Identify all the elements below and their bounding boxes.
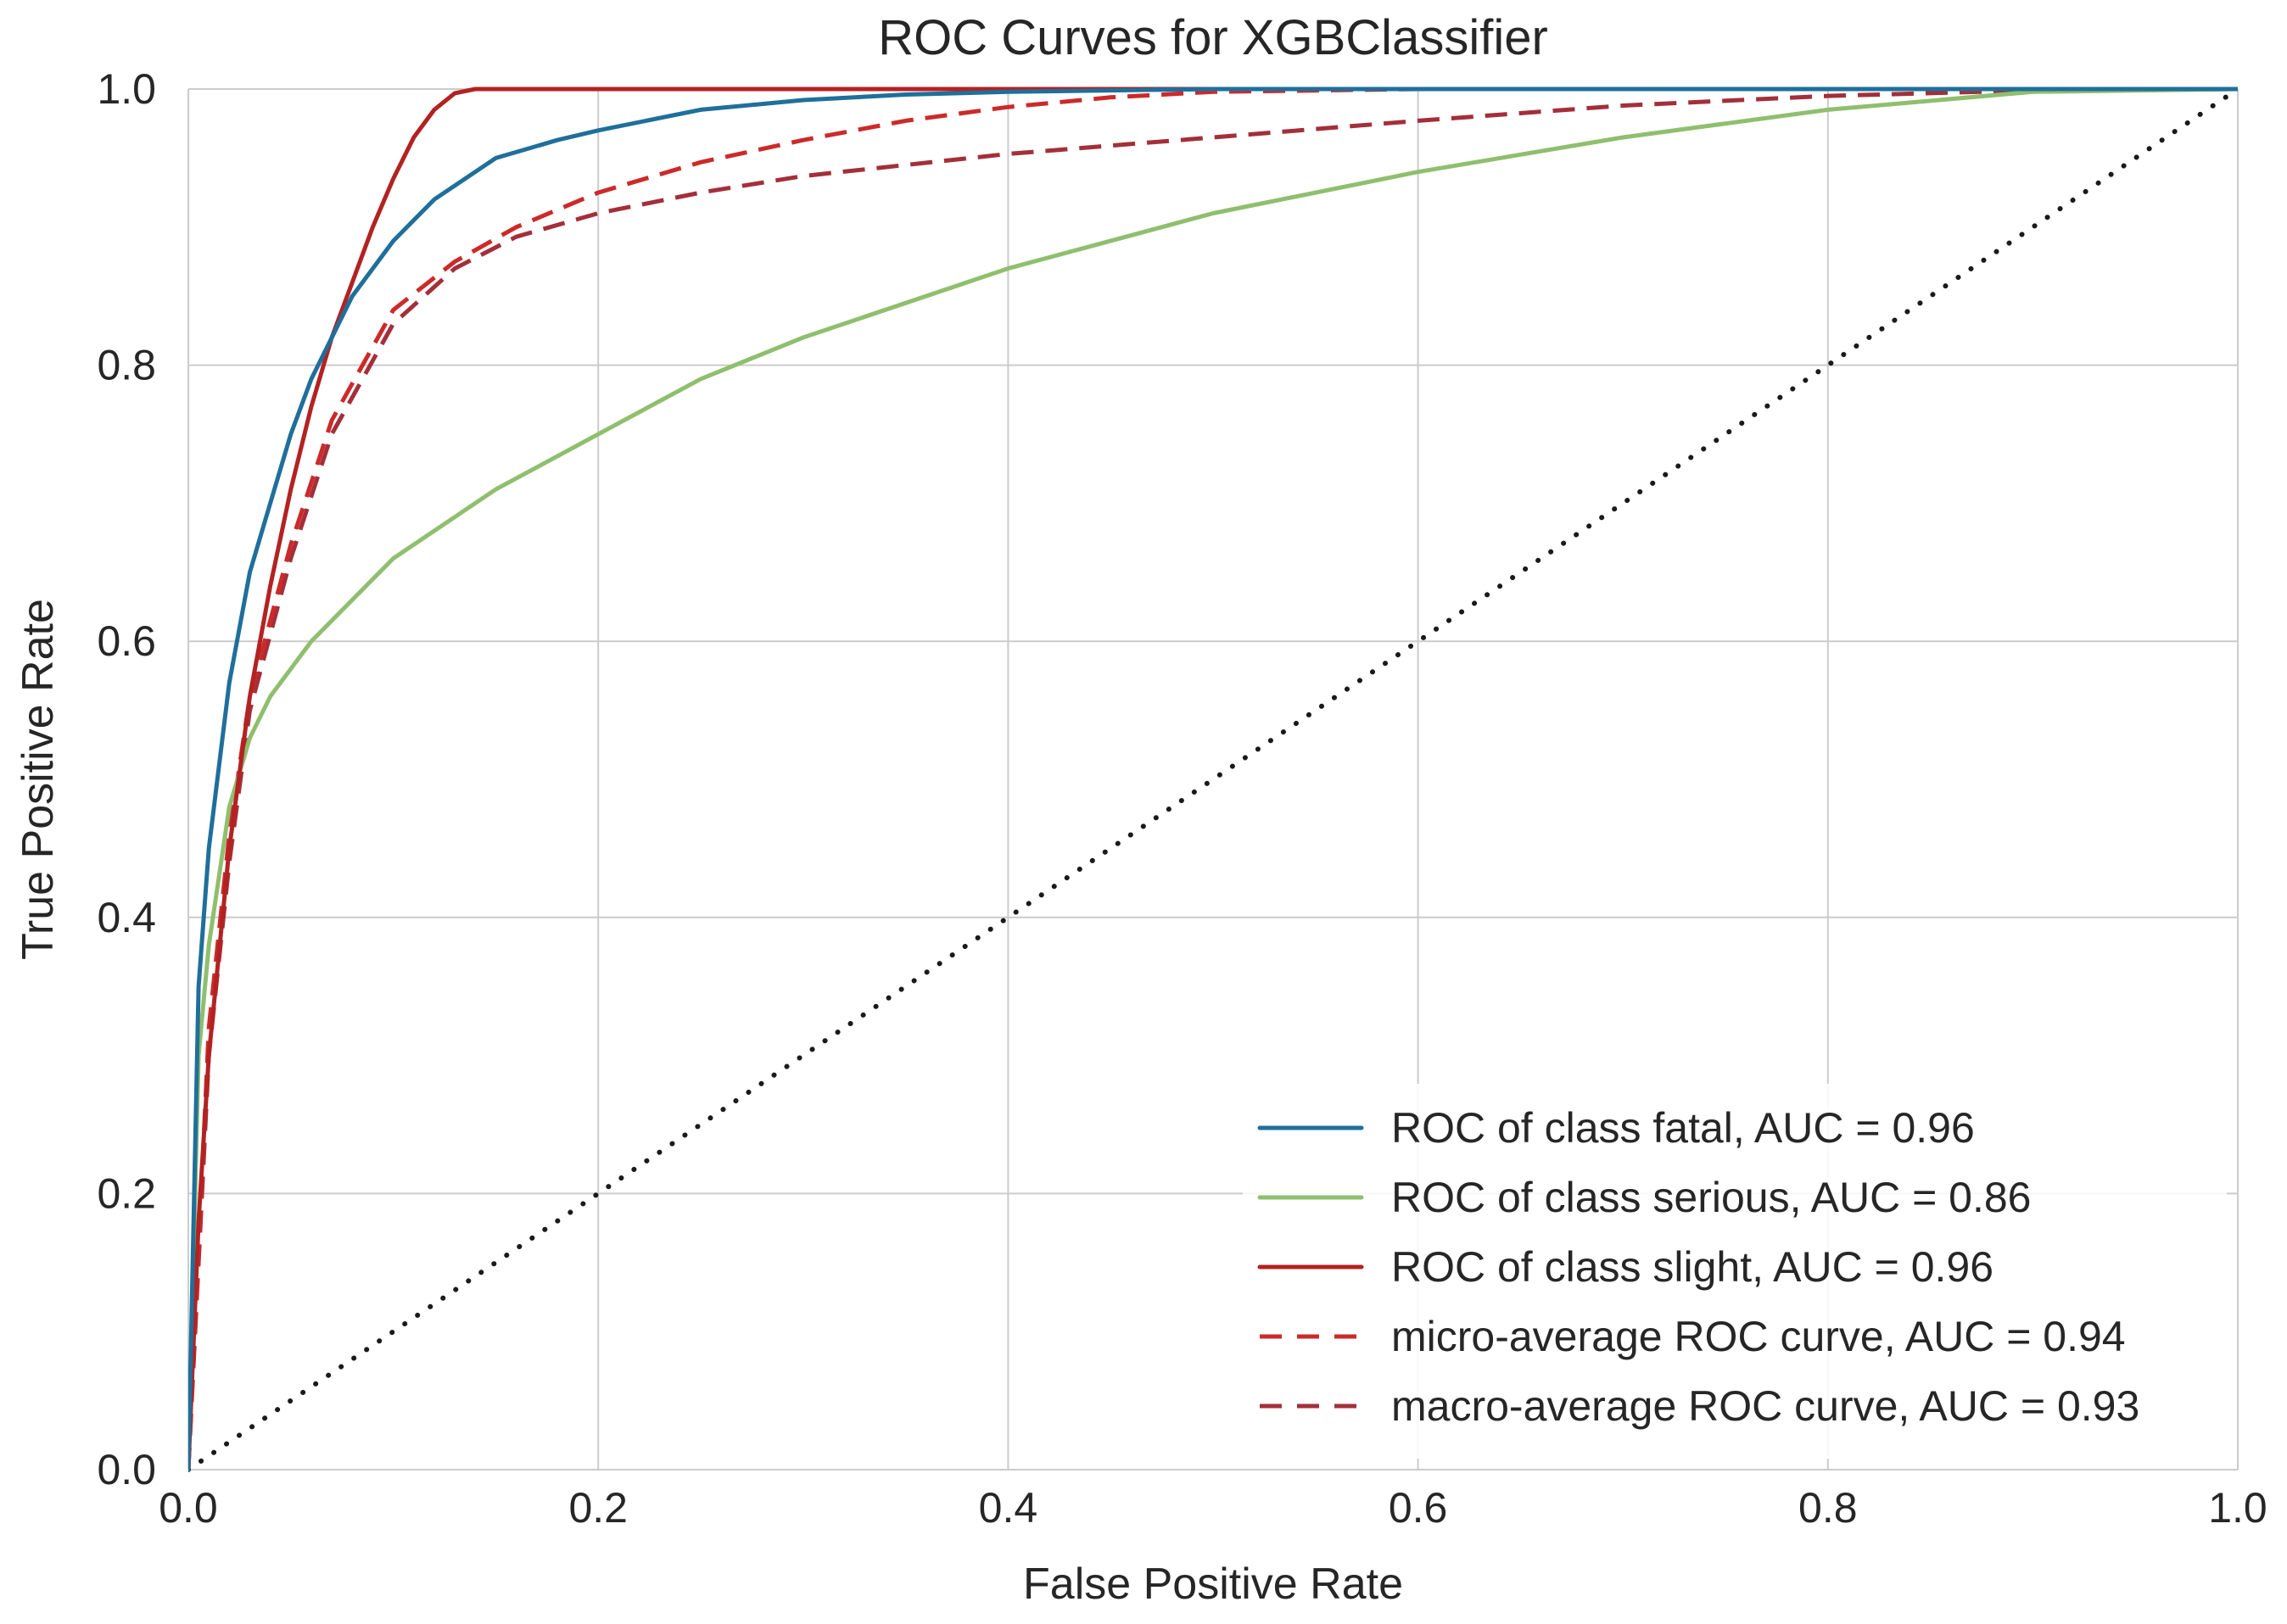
x-tick-labels: 0.0 0.2 0.4 0.6 0.8 1.0 bbox=[159, 1484, 2267, 1532]
series-line-slight bbox=[188, 87, 2238, 1472]
x-axis-label: False Positive Rate bbox=[1023, 1560, 1403, 1609]
x-tick-label: 0.2 bbox=[568, 1484, 628, 1532]
legend-label: micro-average ROC curve, AUC = 0.94 bbox=[1391, 1313, 2126, 1360]
legend-box bbox=[1243, 1084, 2227, 1459]
legend: ROC of class fatal, AUC = 0.96 ROC of cla… bbox=[1243, 1084, 2227, 1459]
legend-label: ROC of class slight, AUC = 0.96 bbox=[1391, 1243, 1993, 1291]
x-tick-label: 0.6 bbox=[1389, 1484, 1448, 1532]
x-tick-label: 0.4 bbox=[979, 1484, 1038, 1532]
legend-label: ROC of class fatal, AUC = 0.96 bbox=[1391, 1104, 1975, 1152]
x-tick-label: 1.0 bbox=[2208, 1484, 2267, 1532]
y-tick-label: 0.4 bbox=[97, 894, 156, 941]
series-line-serious bbox=[188, 87, 2238, 1472]
chart-title: ROC Curves for XGBClassifier bbox=[878, 10, 1548, 65]
y-tick-label: 0.6 bbox=[97, 617, 156, 665]
y-tick-label: 0.8 bbox=[97, 342, 156, 389]
y-tick-labels: 0.0 0.2 0.4 0.6 0.8 1.0 bbox=[97, 65, 156, 1493]
y-tick-label: 1.0 bbox=[97, 65, 156, 113]
legend-label: macro-average ROC curve, AUC = 0.93 bbox=[1391, 1382, 2139, 1430]
x-tick-label: 0.8 bbox=[1798, 1484, 1858, 1532]
y-tick-label: 0.0 bbox=[97, 1446, 156, 1493]
x-tick-label: 0.0 bbox=[159, 1484, 218, 1532]
legend-label: ROC of class serious, AUC = 0.86 bbox=[1391, 1174, 2031, 1221]
series-line-diagonal bbox=[188, 87, 2238, 1472]
series-line-fatal bbox=[188, 87, 2238, 1472]
y-tick-label: 0.2 bbox=[97, 1169, 156, 1217]
y-axis-label: True Positive Rate bbox=[14, 599, 63, 960]
series-layer bbox=[188, 87, 2238, 1472]
